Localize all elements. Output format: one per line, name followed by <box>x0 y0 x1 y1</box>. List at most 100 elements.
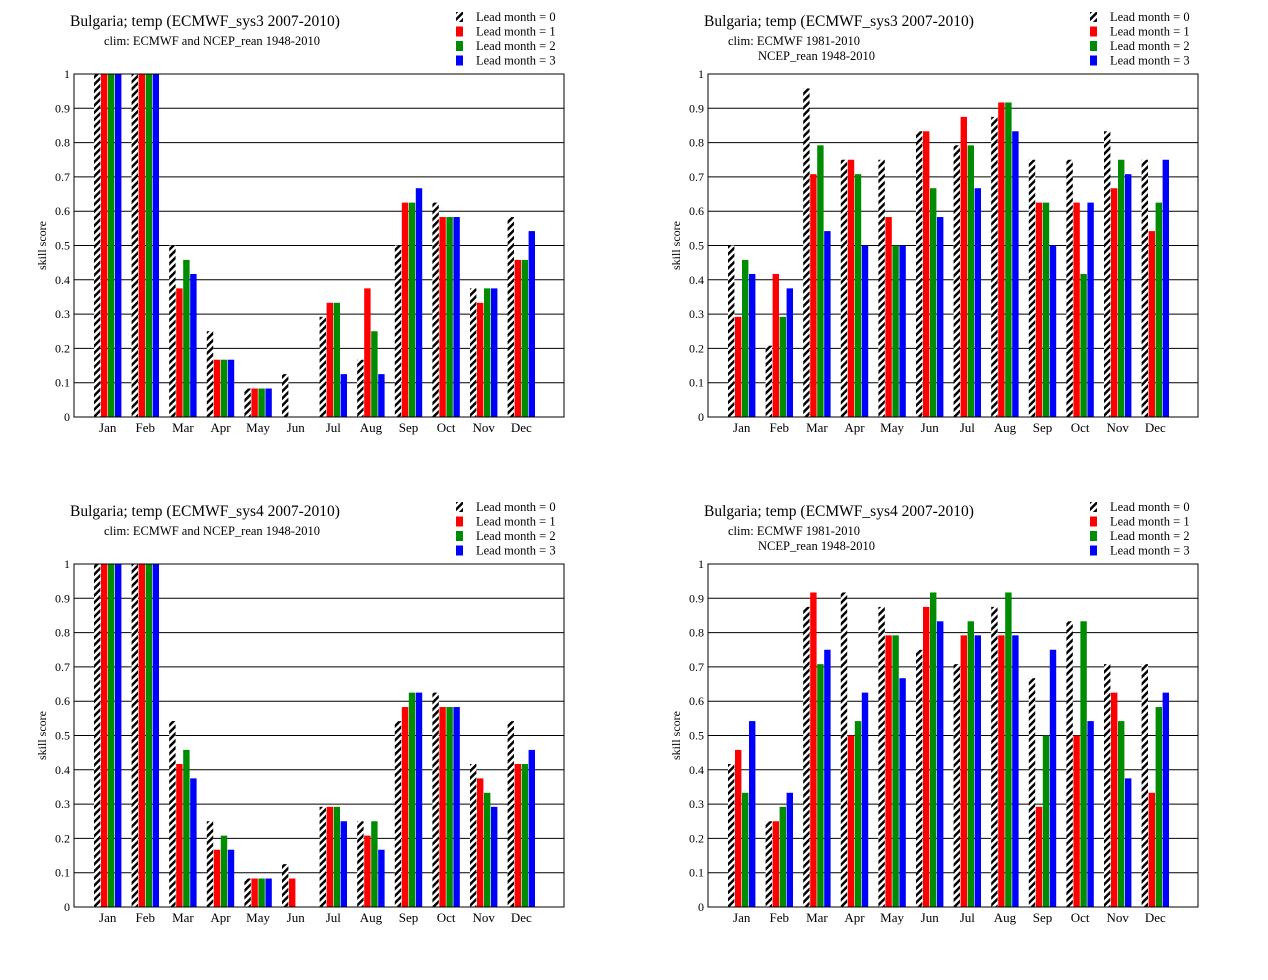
legend-swatch <box>1090 41 1097 51</box>
legend-swatch <box>456 531 463 541</box>
plot-frame <box>707 563 1199 908</box>
bar-lead-2-nov <box>484 792 491 907</box>
bar-lead-2-mar <box>183 259 190 417</box>
x-tick-label: Jun <box>287 910 306 925</box>
legend-label: Lead month = 2 <box>1110 529 1190 543</box>
legend-label: Lead month = 0 <box>476 500 556 514</box>
bar-lead-1-may <box>885 635 892 907</box>
bar-lead-2-oct <box>1080 621 1087 907</box>
bar-lead-3-sep <box>415 692 423 907</box>
y-tick-label: 0.2 <box>55 341 70 355</box>
legend-label: Lead month = 1 <box>1110 515 1190 529</box>
chart-title: Bulgaria; temp (ECMWF_sys3 2007-2010) <box>70 13 340 30</box>
bar-lead-3-oct <box>453 217 460 417</box>
bar-lead-3-apr <box>861 692 869 907</box>
y-tick-label: 0.5 <box>55 239 70 253</box>
chart-panel-3: Bulgaria; temp (ECMWF_sys4 2007-2010) cli… <box>35 500 565 925</box>
bar-lead-3-aug <box>378 374 385 417</box>
bar-lead-3-mar <box>824 649 831 907</box>
legend-label: Lead month = 0 <box>1110 10 1190 24</box>
x-tick-label: Oct <box>1071 420 1090 435</box>
legend-swatch <box>456 516 463 527</box>
bar-lead-0-jun <box>916 649 923 907</box>
chart-subtitle-line: clim: ECMWF and NCEP_rean 1948-2010 <box>104 34 320 48</box>
x-tick-label: Sep <box>399 420 419 435</box>
bar-lead-2-aug <box>371 821 378 907</box>
legend-swatch <box>1090 516 1097 527</box>
y-tick-label: 0.9 <box>689 101 704 115</box>
bar-lead-3-apr <box>227 359 235 417</box>
bar-lead-0-oct <box>1066 621 1073 907</box>
x-tick-label: Apr <box>844 910 865 925</box>
chart-subtitle-line: NCEP_rean 1948-2010 <box>758 539 875 553</box>
bar-lead-1-jul <box>326 806 333 907</box>
y-tick-label: 0.4 <box>55 273 70 287</box>
x-tick-label: Sep <box>399 910 419 925</box>
plot-frame <box>73 73 565 418</box>
bar-lead-2-may <box>258 388 265 417</box>
bar-lead-3-jan <box>115 74 122 417</box>
legend-label: Lead month = 3 <box>476 544 556 558</box>
bar-lead-3-jul <box>340 374 347 417</box>
bar-lead-0-nov <box>1104 664 1111 907</box>
bar-lead-1-jun <box>289 878 296 907</box>
y-tick-label: 0.7 <box>689 170 704 184</box>
bar-lead-3-may <box>899 245 906 417</box>
chart-title: Bulgaria; temp (ECMWF_sys4 2007-2010) <box>704 503 974 520</box>
y-tick-label: 0.7 <box>689 660 704 674</box>
bar-lead-3-oct <box>1087 721 1094 907</box>
chart-panel-4: Bulgaria; temp (ECMWF_sys4 2007-2010) cli… <box>669 500 1199 925</box>
bar-lead-0-jan <box>94 564 101 907</box>
bar-lead-1-sep <box>401 707 409 907</box>
bar-lead-0-apr <box>206 821 214 907</box>
y-tick-label: 0.2 <box>689 341 704 355</box>
legend-swatch <box>1090 26 1097 37</box>
bar-lead-2-sep <box>1042 735 1050 907</box>
bar-lead-0-jul <box>319 316 326 417</box>
y-axis-label: skill score <box>669 711 683 760</box>
bar-lead-3-jun <box>937 217 944 417</box>
y-axis-label: skill score <box>35 711 49 760</box>
bar-lead-0-aug <box>357 821 364 907</box>
bar-lead-0-apr <box>840 592 848 907</box>
bar-lead-2-dec <box>1155 707 1162 907</box>
bar-lead-3-mar <box>190 273 197 417</box>
bar-lead-3-may <box>899 678 906 907</box>
y-tick-label: 0.1 <box>55 376 70 390</box>
bar-lead-1-dec <box>1148 792 1155 907</box>
bar-lead-3-mar <box>824 231 831 417</box>
legend-label: Lead month = 0 <box>1110 500 1190 514</box>
bar-lead-0-apr <box>840 159 848 417</box>
x-tick-label: Jul <box>326 420 342 435</box>
bar-lead-2-aug <box>1005 592 1012 907</box>
legend-label: Lead month = 2 <box>1110 39 1190 53</box>
bar-lead-1-aug <box>364 288 371 417</box>
bar-lead-1-sep <box>1035 806 1043 907</box>
bar-lead-2-jun <box>930 592 937 907</box>
bar-lead-3-feb <box>786 792 793 907</box>
bar-lead-2-oct <box>446 217 453 417</box>
x-tick-label: Apr <box>210 420 231 435</box>
bar-lead-1-may <box>885 217 892 417</box>
bar-lead-1-nov <box>477 778 484 907</box>
y-tick-label: 0.6 <box>55 694 70 708</box>
x-tick-label: Mar <box>172 420 194 435</box>
bar-lead-1-dec <box>514 763 521 907</box>
bar-lead-2-nov <box>1118 721 1125 907</box>
bar-lead-0-sep <box>394 245 402 417</box>
legend-swatch <box>456 545 463 556</box>
bar-lead-3-sep <box>1049 245 1057 417</box>
bar-lead-0-feb <box>131 74 138 417</box>
legend-swatch <box>1090 502 1097 512</box>
bar-lead-2-mar <box>817 664 824 907</box>
x-tick-label: May <box>880 910 904 925</box>
bar-lead-1-nov <box>1111 188 1118 417</box>
bar-lead-0-aug <box>991 606 998 907</box>
bar-lead-2-jan <box>742 792 749 907</box>
bar-lead-3-nov <box>1125 174 1132 417</box>
x-tick-label: Dec <box>511 910 532 925</box>
y-tick-label: 0.3 <box>689 307 704 321</box>
bar-lead-1-jul <box>960 116 967 417</box>
